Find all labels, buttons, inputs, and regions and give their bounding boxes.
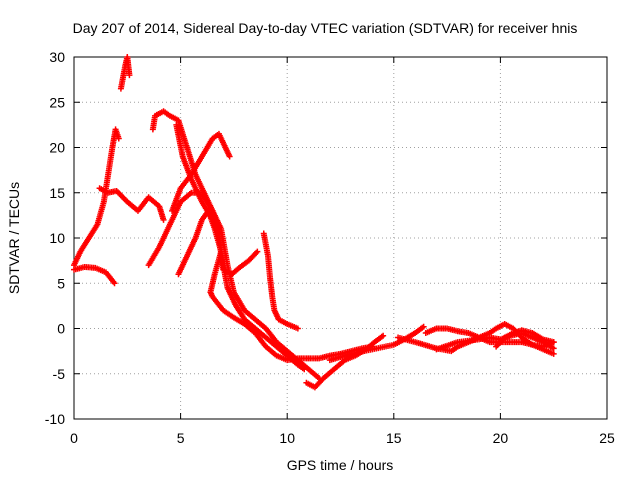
y-tick-label: 0 [57,321,65,337]
data-point [380,332,387,339]
data-point [550,345,557,352]
x-tick-labels: 0 5 10 15 20 25 [70,430,615,446]
data-point [550,350,557,357]
y-tick-label: -5 [53,366,66,382]
data-point [254,248,261,255]
y-tick-label: 25 [49,94,65,110]
x-tick-label: 5 [177,430,185,446]
x-axis-title: GPS time / hours [287,457,394,473]
data-point [126,72,133,79]
series-track-6 [149,108,323,382]
y-tick-label: -10 [45,411,65,427]
data-point [294,325,301,332]
series-track-16 [493,327,557,350]
y-tick-label: 30 [49,49,65,65]
series-track-9 [169,130,233,214]
data-point [226,153,233,160]
y-tick-labels: -10 -5 0 5 10 15 20 25 30 [45,49,65,427]
axis-ticks [73,56,608,420]
y-tick-label: 20 [49,140,65,156]
chart-title: Day 207 of 2014, Sidereal Day-to-day VTE… [73,20,578,36]
series-track-8 [175,207,376,364]
y-tick-label: 10 [49,230,65,246]
y-tick-label: 15 [49,185,65,201]
series-track-1 [71,263,118,287]
x-tick-label: 25 [599,430,615,446]
y-tick-label: 5 [57,275,65,291]
x-tick-label: 10 [279,430,295,446]
y-axis-title: SDTVAR / TECUs [6,182,22,294]
x-tick-label: 15 [386,430,402,446]
data-point [550,339,557,346]
data-point [420,323,427,330]
data-point [160,216,167,223]
series-track-11 [303,332,387,391]
data-point [115,135,122,142]
series-track-3 [117,54,133,92]
x-tick-label: 20 [493,430,509,446]
data-point [301,366,308,373]
series-track-10 [260,230,301,332]
x-tick-label: 0 [70,430,78,446]
series-track-4 [96,185,167,223]
data-marks [71,54,557,391]
grid [74,57,607,419]
data-point [111,280,118,287]
